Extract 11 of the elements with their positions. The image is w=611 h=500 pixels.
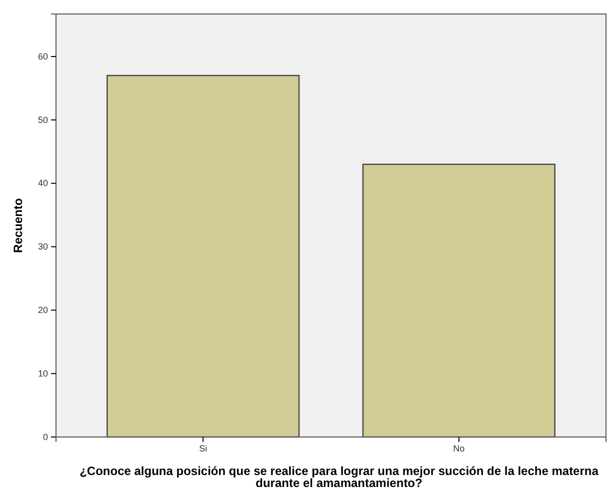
y-axis-title: Recuento (11, 198, 25, 253)
y-tick-label: 20 (38, 305, 48, 316)
y-tick-label: 10 (38, 368, 48, 378)
y-tick-label: 40 (38, 178, 48, 188)
y-tick-label: 0 (42, 432, 48, 442)
y-tick-label: 50 (38, 114, 48, 125)
x-axis-title: ¿Conoce alguna posición que se realice para lograr una mejor succión de la leche materna durante el amamantamiento? (80, 464, 599, 490)
y-tick-label: 60 (38, 51, 48, 62)
y-tick-label: 30 (38, 242, 48, 252)
x-tick-label: Si (199, 443, 208, 454)
x-tick-label: No (453, 443, 465, 454)
